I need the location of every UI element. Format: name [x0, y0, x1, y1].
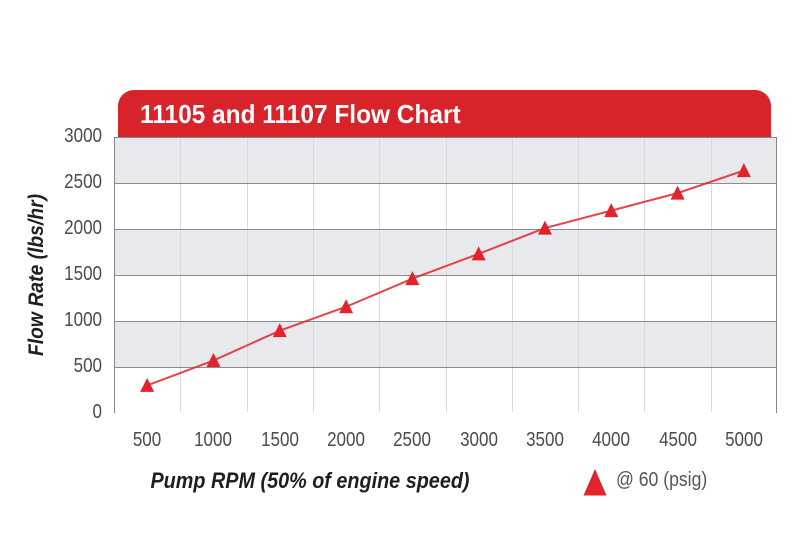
- legend-triangle-icon: [583, 469, 607, 496]
- gridline-horizontal: [115, 367, 776, 368]
- x-tick-label: 1000: [194, 429, 233, 451]
- gridline-horizontal: [115, 229, 776, 230]
- gridline-horizontal: [115, 275, 776, 276]
- x-tick-label: 2000: [327, 429, 365, 451]
- x-tick-label: 3000: [459, 429, 498, 451]
- legend-label: @ 60 (psig): [616, 469, 708, 491]
- x-tick-label: 4500: [658, 429, 697, 451]
- y-tick-label: 0: [92, 401, 102, 423]
- y-tick-label: 500: [73, 355, 102, 377]
- x-tick-label: 500: [132, 429, 162, 451]
- x-tick-label: 1500: [260, 429, 299, 451]
- x-axis-title: Pump RPM (50% of engine speed): [150, 468, 470, 493]
- x-tick-label: 4000: [592, 429, 631, 451]
- y-axis-title: Flow Rate (lbs/hr): [25, 193, 48, 357]
- y-tick-label: 1500: [64, 263, 102, 285]
- legend: @ 60 (psig): [582, 465, 782, 501]
- y-tick-label: 2500: [64, 171, 102, 193]
- x-tick-label: 5000: [724, 429, 763, 451]
- gridline-horizontal: [115, 321, 776, 322]
- x-tick-label: 3500: [526, 429, 564, 451]
- gridline-horizontal: [115, 183, 776, 184]
- chart-plot-area: [114, 137, 777, 414]
- chart-title-banner: 11105 and 11107 Flow Chart: [118, 90, 771, 137]
- y-tick-label: 3000: [64, 125, 102, 147]
- x-tick-label: 2500: [393, 429, 432, 451]
- chart-title: 11105 and 11107 Flow Chart: [140, 99, 461, 129]
- y-tick-label: 2000: [64, 217, 102, 239]
- y-tick-label: 1000: [64, 309, 102, 331]
